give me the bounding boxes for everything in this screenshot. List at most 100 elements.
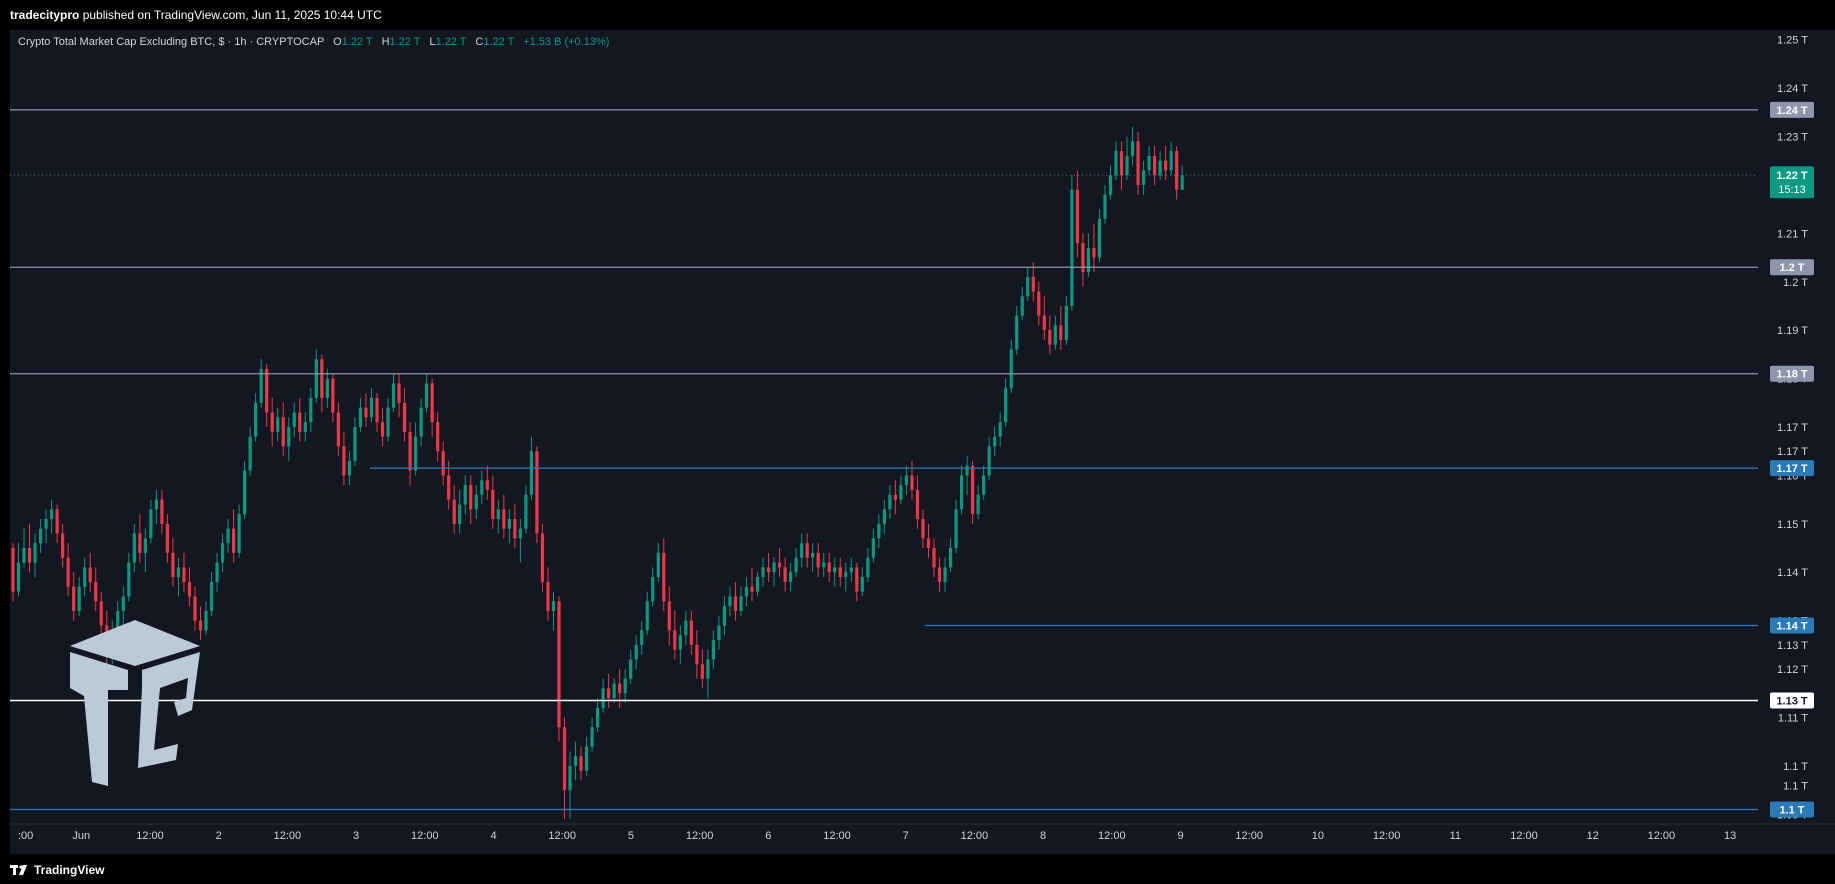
y-tick-label: 1.1 T [1783,761,1808,773]
candle-body [149,509,153,539]
candle-body [623,678,627,694]
candle-body [1015,315,1019,350]
x-tick-label: 12:00 [274,830,302,842]
candle-body [607,688,611,699]
candle-body [358,407,363,427]
candle-body [877,523,881,539]
x-tick-label: 12:00 [1098,830,1126,842]
level-price-tag [1770,101,1814,118]
level-price-tag-label: 1.17 T [1776,463,1807,475]
candle-body [1020,296,1024,316]
candle-body [816,552,820,568]
candle-body [226,528,230,544]
publisher-name[interactable]: tradecitypro [10,8,80,22]
candle-body [1153,155,1157,176]
candle-body [77,586,81,611]
candle-body [711,640,716,660]
candle-body [982,475,986,495]
candle-body [695,644,699,665]
last-price-tag [1770,166,1814,199]
candle-body [1125,155,1129,176]
x-tick-label: 5 [628,830,634,842]
candle-body [618,683,622,694]
y-tick-label: 1.15 T [1777,519,1808,531]
candle-body [220,543,225,563]
candle-body [61,533,65,558]
candle-body [182,567,186,582]
candle-body [243,470,247,515]
chart-area[interactable]: 1.25 T 1.24 T 1.23 T 1.22 T 1.21 T 1.2 T 1.19 … [10,30,1835,854]
candle-body [579,756,583,771]
symbol-title[interactable]: Crypto Total Market Cap Excluding BTC, $… [18,36,325,48]
candle-body [822,562,826,568]
tradingview-label: TradingView [34,863,105,877]
candle-body [882,509,886,524]
candle-body [430,383,434,423]
candle-body [38,528,43,544]
candle-body [811,552,815,558]
candle-body [783,567,787,582]
x-tick-label: 12:00 [548,830,576,842]
candle-body [259,368,263,403]
candle-body [948,548,953,568]
candle-body [292,412,296,427]
candle-body [469,485,473,510]
candles-group [11,126,1184,820]
candle-body [303,422,307,432]
candle-body [474,494,478,510]
candle-body [971,465,975,515]
candle-body [11,548,15,592]
candle-body [601,688,605,708]
high-value: 1.22 T [389,36,421,48]
candle-body [800,543,804,558]
candle-body [860,577,864,592]
high-label: H [381,36,390,48]
candle-body [998,422,1002,437]
candle-body [761,567,765,578]
candle-body [1031,276,1035,292]
candle-body [1081,243,1085,273]
candle-body [336,412,340,447]
y-tick-label: 1.17 T [1777,446,1808,458]
candle-body [1064,305,1068,340]
tradingview-icon [10,865,27,875]
candle-body [1048,330,1052,345]
candle-body [198,620,203,631]
candle-body [27,548,32,563]
last-price-label: 1.22 T [1776,170,1807,182]
candle-body [1114,151,1118,176]
candle-body [55,509,59,534]
candle-body [1164,160,1168,171]
candle-body [386,407,390,437]
candle-body [838,567,842,578]
low-label: L [429,36,436,48]
countdown-label: 15:13 [1778,184,1806,196]
candle-body [733,596,738,611]
x-tick-label: 11 [1450,830,1461,842]
close-value: 1.22 T [483,36,515,48]
candle-body [855,567,859,592]
x-tick-label: :00 [18,830,33,842]
candle-body [265,368,269,413]
candle-body [452,499,456,524]
candle-body [535,451,539,534]
candle-body [678,635,682,650]
candle-body [1042,315,1046,331]
candle-body [750,586,754,592]
candle-body [171,552,175,578]
candlestick-chart[interactable]: 1.25 T 1.24 T 1.23 T 1.22 T 1.21 T 1.2 T 1.19 … [10,30,1835,854]
candle-body [402,402,407,432]
candle-body [121,596,125,611]
candle-body [99,601,103,626]
candle-body [959,475,964,510]
level-price-tag [1770,259,1814,276]
candle-body [573,756,578,766]
candle-body [728,596,732,607]
candle-body [744,586,749,597]
y-tick-label: 1.12 T [1777,664,1808,676]
candle-body [176,567,181,578]
candle-body [629,659,633,679]
candle-body [287,427,291,447]
candle-body [722,606,727,626]
tradingview-brand[interactable]: TradingView [10,863,104,877]
